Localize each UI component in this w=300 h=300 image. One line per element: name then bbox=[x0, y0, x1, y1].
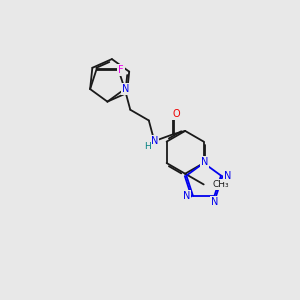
Text: CH₃: CH₃ bbox=[212, 180, 229, 189]
Text: N: N bbox=[211, 197, 218, 207]
Text: F: F bbox=[118, 65, 124, 75]
Text: H: H bbox=[144, 142, 151, 151]
Text: O: O bbox=[172, 110, 180, 119]
Text: N: N bbox=[183, 191, 190, 201]
Text: N: N bbox=[201, 158, 208, 167]
Text: N: N bbox=[151, 136, 158, 146]
Text: N: N bbox=[224, 171, 231, 181]
Text: N: N bbox=[122, 84, 129, 94]
